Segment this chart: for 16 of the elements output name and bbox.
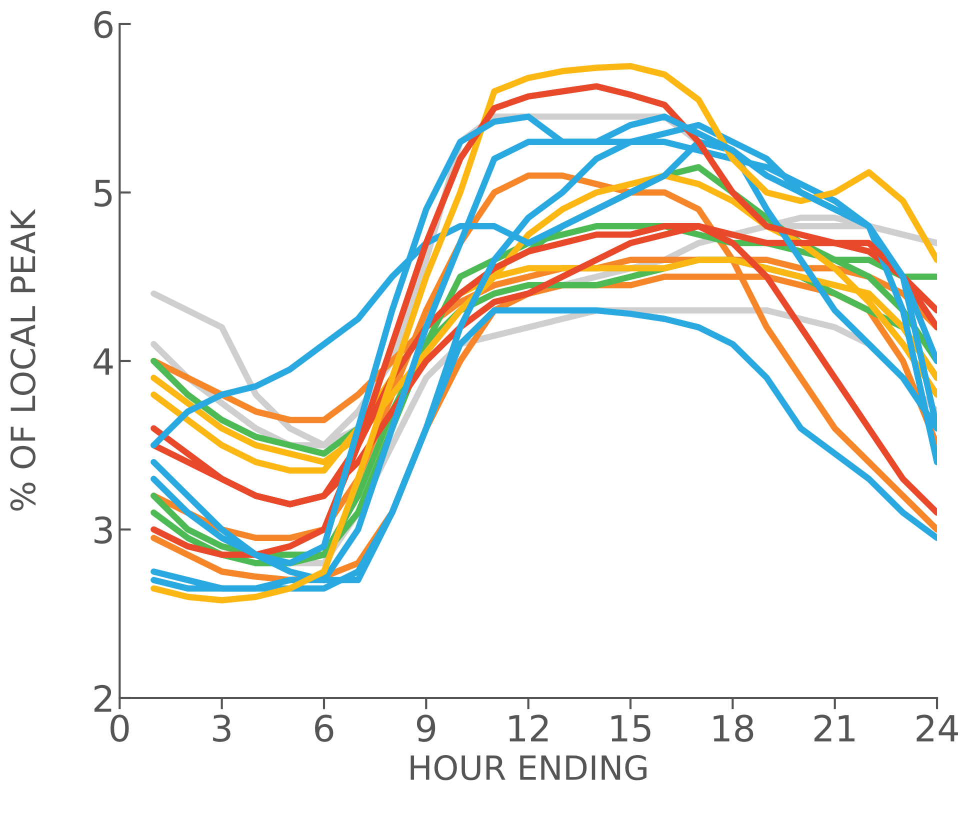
x-tick-label: 15 bbox=[612, 715, 650, 742]
x-axis-title: HOUR ENDING bbox=[410, 755, 646, 780]
y-axis-title: % OF LOCAL PEAK bbox=[10, 208, 36, 511]
x-tick-label: 0 bbox=[110, 714, 129, 742]
y-tick-label: 6 bbox=[94, 10, 113, 38]
x-tick-label: 21 bbox=[814, 714, 854, 742]
x-tick-label: 12 bbox=[509, 714, 548, 742]
x-tick-label: 3 bbox=[213, 714, 230, 742]
y-tick-label: 2 bbox=[94, 684, 112, 712]
x-tick-label: 9 bbox=[416, 714, 436, 742]
x-tick-label: 24 bbox=[916, 714, 958, 742]
y-tick-label: 3 bbox=[94, 516, 112, 544]
y-tick-label: 4 bbox=[94, 348, 113, 375]
y-tick-label: 5 bbox=[94, 180, 112, 207]
x-tick-label: 6 bbox=[315, 714, 334, 742]
x-tick-label: 18 bbox=[714, 714, 754, 742]
